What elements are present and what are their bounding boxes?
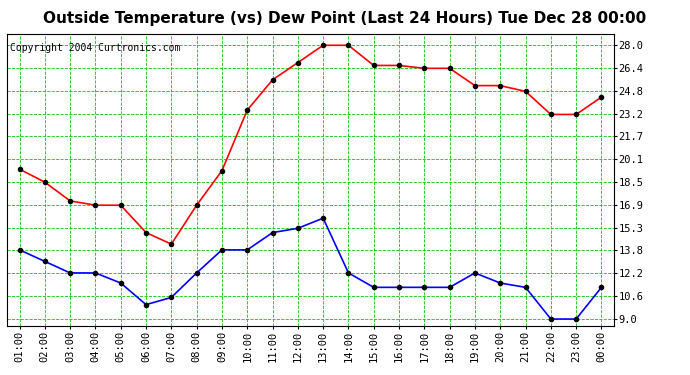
Text: Outside Temperature (vs) Dew Point (Last 24 Hours) Tue Dec 28 00:00: Outside Temperature (vs) Dew Point (Last… [43, 11, 647, 26]
Text: Copyright 2004 Curtronics.com: Copyright 2004 Curtronics.com [10, 42, 180, 52]
